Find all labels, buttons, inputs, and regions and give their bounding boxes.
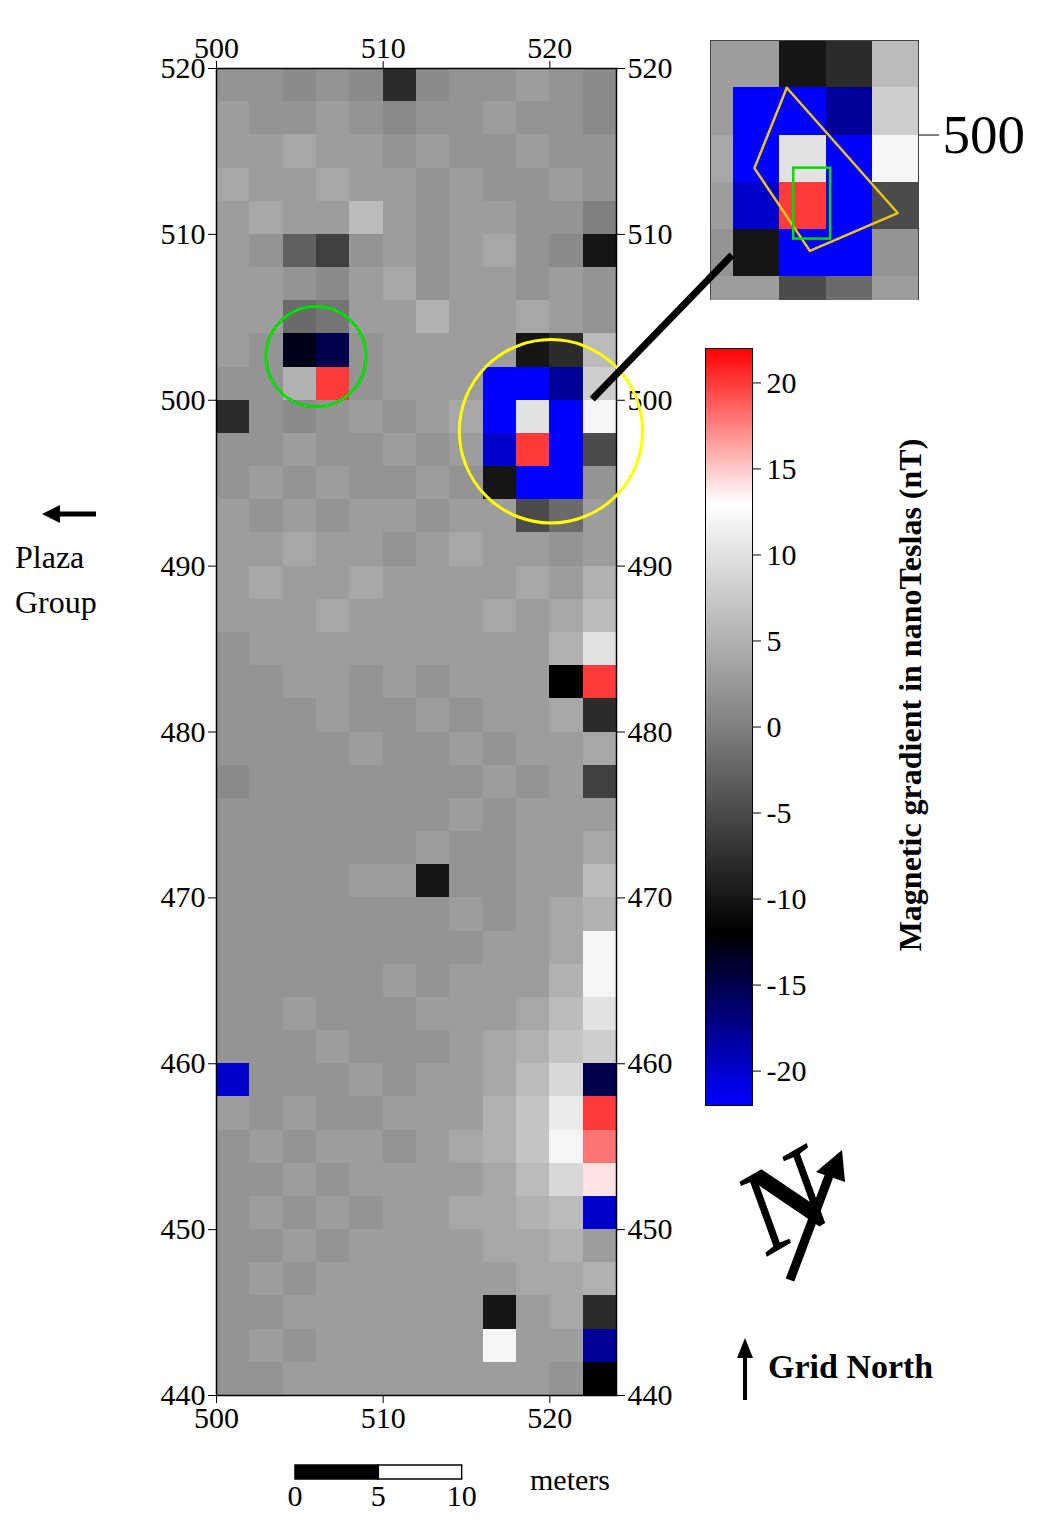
- svg-text:440: 440: [161, 1378, 206, 1411]
- svg-text:5: 5: [767, 624, 782, 657]
- svg-text:440: 440: [628, 1378, 673, 1411]
- svg-text:500: 500: [194, 30, 239, 64]
- svg-text:490: 490: [628, 549, 673, 582]
- svg-text:-10: -10: [767, 882, 807, 915]
- html-text:Grid North: Grid North: [768, 1348, 934, 1385]
- svg-text:15: 15: [767, 452, 797, 485]
- svg-text:-15: -15: [767, 968, 807, 1001]
- svg-text:480: 480: [628, 715, 673, 748]
- svg-text:20: 20: [767, 366, 797, 399]
- svg-text:-5: -5: [767, 796, 792, 829]
- html-text:Magnetic gradient in nanoTesla: Magnetic gradient in nanoTeslas (nT): [892, 438, 928, 952]
- svg-text:470: 470: [161, 880, 206, 913]
- svg-text:480: 480: [161, 715, 206, 748]
- svg-text:500: 500: [628, 383, 673, 416]
- html-text:Plaza Group: Plaza Group: [15, 539, 97, 620]
- svg-text:520: 520: [527, 31, 572, 64]
- svg-text:450: 450: [628, 1212, 673, 1245]
- svg-text:-20: -20: [767, 1054, 807, 1087]
- svg-text:470: 470: [628, 880, 673, 913]
- svg-text:510: 510: [361, 31, 406, 64]
- svg-text:500: 500: [943, 104, 1026, 165]
- svg-text:520: 520: [161, 51, 206, 84]
- svg-text:500: 500: [194, 1400, 239, 1434]
- svg-text:510: 510: [361, 1401, 406, 1434]
- svg-text:450: 450: [161, 1212, 206, 1245]
- svg-text:500: 500: [161, 383, 206, 416]
- svg-text:510: 510: [161, 217, 206, 250]
- svg-text:meters: meters: [530, 1463, 610, 1496]
- svg-text:520: 520: [527, 1401, 572, 1434]
- svg-text:0: 0: [288, 1479, 303, 1512]
- svg-text:10: 10: [767, 538, 797, 571]
- svg-text:490: 490: [161, 549, 206, 582]
- svg-text:510: 510: [628, 217, 673, 250]
- html-text:N: N: [714, 1120, 856, 1279]
- svg-text:460: 460: [161, 1046, 206, 1079]
- svg-text:5: 5: [371, 1479, 386, 1512]
- svg-text:520: 520: [628, 51, 673, 84]
- svg-text:0: 0: [767, 710, 782, 743]
- svg-text:10: 10: [447, 1479, 477, 1512]
- svg-text:460: 460: [628, 1046, 673, 1079]
